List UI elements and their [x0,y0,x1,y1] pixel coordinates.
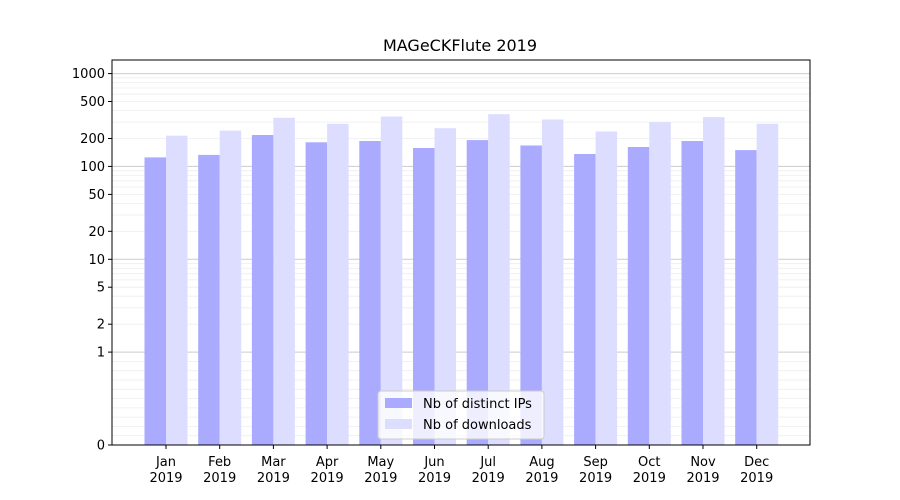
x-tick-label-year: 2019 [579,471,612,486]
x-tick-label-month: Sep [583,455,608,470]
x-tick-label-month: Jan [155,455,176,470]
x-tick-label-year: 2019 [686,471,719,486]
x-tick-label-month: Feb [208,455,231,470]
y-tick-label: 50 [88,188,105,203]
x-tick-label-month: May [367,455,394,470]
bar-distinct-ips-may [359,141,381,445]
x-tick-label-month: Mar [261,455,286,470]
bars [144,114,779,446]
x-tick-label-year: 2019 [203,471,236,486]
bar-distinct-ips-sep [574,154,596,445]
y-tick-label: 200 [80,132,105,147]
bar-downloads-nov [703,117,725,445]
bar-distinct-ips-aug [520,145,542,445]
x-tick-label-year: 2019 [418,471,451,486]
y-tick-label: 500 [80,95,105,110]
y-tick-label: 1 [97,346,105,361]
legend-label: Nb of distinct IPs [423,397,532,412]
bar-downloads-sep [595,131,618,445]
bar-downloads-jun [434,128,456,445]
legend-box [377,390,545,440]
y-tick-label: 2 [97,318,105,333]
bar-downloads-may [380,116,403,445]
bar-downloads-feb [219,130,242,445]
x-tick-label-year: 2019 [525,471,558,486]
y-tick-label: 10 [88,253,105,268]
x-tick-label-month: Jul [479,455,496,470]
x-tick-label-month: Nov [690,455,716,470]
y-tick-label: 100 [80,160,105,175]
bar-distinct-ips-jun [413,148,435,445]
bar-downloads-aug [541,119,564,445]
bar-distinct-ips-apr [305,142,328,446]
legend-swatch [385,398,412,408]
legend-swatch [385,419,412,429]
bar-downloads-jan [166,135,188,445]
bar-distinct-ips-jan [144,157,166,445]
x-tick-label-month: Apr [316,455,339,470]
legend: Nb of distinct IPs Nb of downloads [377,390,545,440]
x-tick-label-year: 2019 [740,471,773,486]
x-tick-label-year: 2019 [633,471,666,486]
bar-downloads-mar [273,117,295,446]
chart-title: MAGeCKFlute 2019 [383,36,537,55]
x-tick-label-month: Aug [529,455,554,470]
y-tick-label: 1000 [72,67,105,82]
legend-label: Nb of downloads [423,418,532,433]
x-tick-label-year: 2019 [257,471,290,486]
bar-downloads-dec [756,123,779,446]
bar-distinct-ips-mar [251,135,274,445]
bar-downloads-jul [488,114,510,445]
x-tick-label-year: 2019 [149,471,182,486]
y-tick-label: 20 [88,225,105,240]
x-tick-label-year: 2019 [311,471,344,486]
bar-distinct-ips-feb [198,154,220,445]
x-axis: Jan2019Feb2019Mar2019Apr2019May2019Jun20… [149,445,773,486]
bar-distinct-ips-oct [627,147,650,445]
x-tick-label-month: Dec [744,455,769,470]
x-tick-label-year: 2019 [472,471,505,486]
bar-distinct-ips-jul [466,140,489,445]
bar-downloads-oct [649,122,671,445]
y-axis: 0 1 2 5 10 20 50 100 200 500 1000 [72,67,112,454]
bar-downloads-apr [327,123,349,446]
y-tick-label: 0 [97,439,105,454]
x-tick-label-year: 2019 [364,471,397,486]
y-tick-label: 5 [97,281,105,296]
x-tick-label-month: Jun [423,455,444,470]
x-tick-label-month: Oct [638,455,660,470]
bar-distinct-ips-nov [681,141,703,445]
plot-frame [111,59,811,446]
bar-distinct-ips-dec [735,150,757,445]
